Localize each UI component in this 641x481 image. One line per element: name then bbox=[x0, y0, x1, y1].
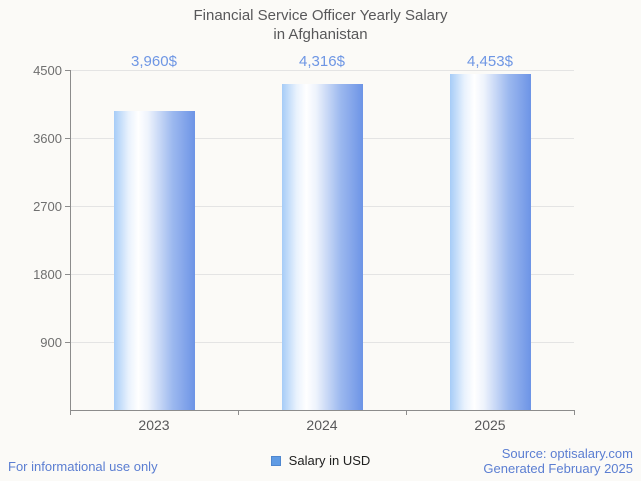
y-axis-line bbox=[70, 70, 71, 410]
x-axis-tick bbox=[70, 411, 71, 415]
y-axis-tick bbox=[65, 70, 70, 71]
gridline bbox=[71, 70, 574, 71]
y-tick-label: 1800 bbox=[33, 267, 62, 282]
x-axis-tick bbox=[574, 411, 575, 415]
chart-title-line2: in Afghanistan bbox=[273, 26, 368, 43]
y-tick-label: 3600 bbox=[33, 131, 62, 146]
x-axis-tick bbox=[406, 411, 407, 415]
legend-label: Salary in USD bbox=[288, 453, 371, 468]
category-label-2023: 2023 bbox=[138, 417, 170, 433]
bar-2023 bbox=[113, 110, 195, 410]
y-axis-tick bbox=[65, 206, 70, 207]
y-tick-label: 4500 bbox=[33, 63, 62, 78]
legend[interactable]: Salary in USD bbox=[0, 453, 641, 468]
legend-swatch-icon bbox=[270, 455, 281, 466]
y-tick-label: 2700 bbox=[33, 199, 62, 214]
source-block: Source: optisalary.com Generated Februar… bbox=[483, 446, 633, 476]
y-axis-tick bbox=[65, 138, 70, 139]
category-label-2024: 2024 bbox=[306, 417, 338, 433]
bar-2024 bbox=[281, 83, 363, 410]
chart-title-line1: Financial Service Officer Yearly Salary bbox=[193, 7, 448, 24]
source-link[interactable]: Source: optisalary.com bbox=[501, 446, 633, 461]
value-label-2023: 3,960$ bbox=[131, 53, 177, 70]
value-label-2024: 4,316$ bbox=[299, 53, 345, 70]
y-axis-tick bbox=[65, 342, 70, 343]
y-tick-label: 900 bbox=[40, 335, 62, 350]
chart-title: Financial Service Officer Yearly Salary … bbox=[0, 6, 641, 44]
y-axis-tick bbox=[65, 274, 70, 275]
bar-2025 bbox=[449, 73, 531, 410]
x-axis-line bbox=[70, 410, 575, 411]
x-axis-tick bbox=[238, 411, 239, 415]
disclaimer-text: For informational use only bbox=[8, 459, 158, 474]
value-label-2025: 4,453$ bbox=[467, 53, 513, 70]
generated-date: Generated February 2025 bbox=[483, 461, 633, 476]
category-label-2025: 2025 bbox=[474, 417, 506, 433]
